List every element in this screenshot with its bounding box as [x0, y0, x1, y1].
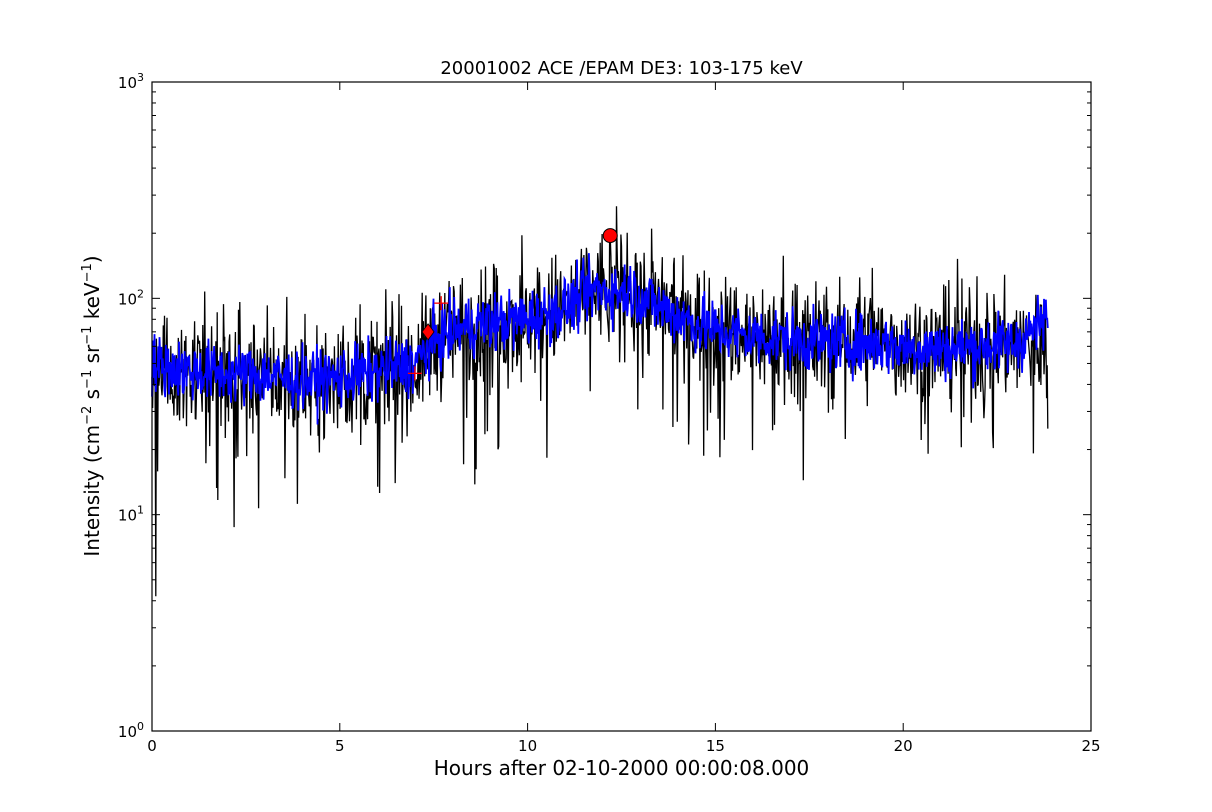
axes-layer: 0 5 10 15 20 25 100 101 102 103 — [118, 71, 1101, 755]
y-axis-title: Intensity (cm−2 s−1 sr−1 keV−1) — [80, 255, 104, 556]
chart-title: 20001002 ACE /EPAM DE3: 103-175 keV — [440, 58, 803, 79]
series-line-raw — [151, 206, 1049, 597]
y-tick-label-0: 100 — [118, 720, 144, 741]
plot-frame — [151, 81, 1092, 732]
x-tick-label-0: 0 — [147, 737, 157, 755]
y-tick-label-1: 101 — [118, 504, 144, 525]
y-axis-title-mid2: sr — [80, 344, 104, 370]
x-tick-label-5: 25 — [1081, 737, 1100, 755]
series-line-smoothed — [151, 253, 1049, 425]
x-tick-label-4: 20 — [894, 737, 913, 755]
y-axis-title-mid1: s — [80, 389, 104, 406]
y-tick-label-3: 103 — [118, 71, 144, 92]
x-tick-label-2: 10 — [518, 737, 537, 755]
y-axis-title-prefix: Intensity (cm — [80, 425, 104, 557]
data-layer — [151, 206, 1049, 597]
y-axis-title-sup4: −1 — [80, 263, 95, 282]
y-axis-title-sup1: −2 — [80, 406, 95, 425]
y-axis-title-sup2: −1 — [80, 370, 95, 389]
x-axis-title: Hours after 02-10-2000 00:00:08.000 — [434, 756, 810, 780]
marker-circle-3 — [602, 228, 618, 244]
y-axis-title-suffix: ) — [80, 255, 104, 263]
y-tick-label-2: 102 — [118, 287, 144, 308]
x-tick-label-1: 5 — [335, 737, 345, 755]
x-tick-label-3: 15 — [706, 737, 725, 755]
marker-plus-1 — [434, 296, 449, 311]
marker-diamond-2 — [421, 323, 435, 341]
y-axis-title-sup3: −1 — [80, 326, 95, 345]
y-axis-title-mid3: keV — [80, 282, 104, 326]
marker-plus-0 — [407, 366, 422, 381]
